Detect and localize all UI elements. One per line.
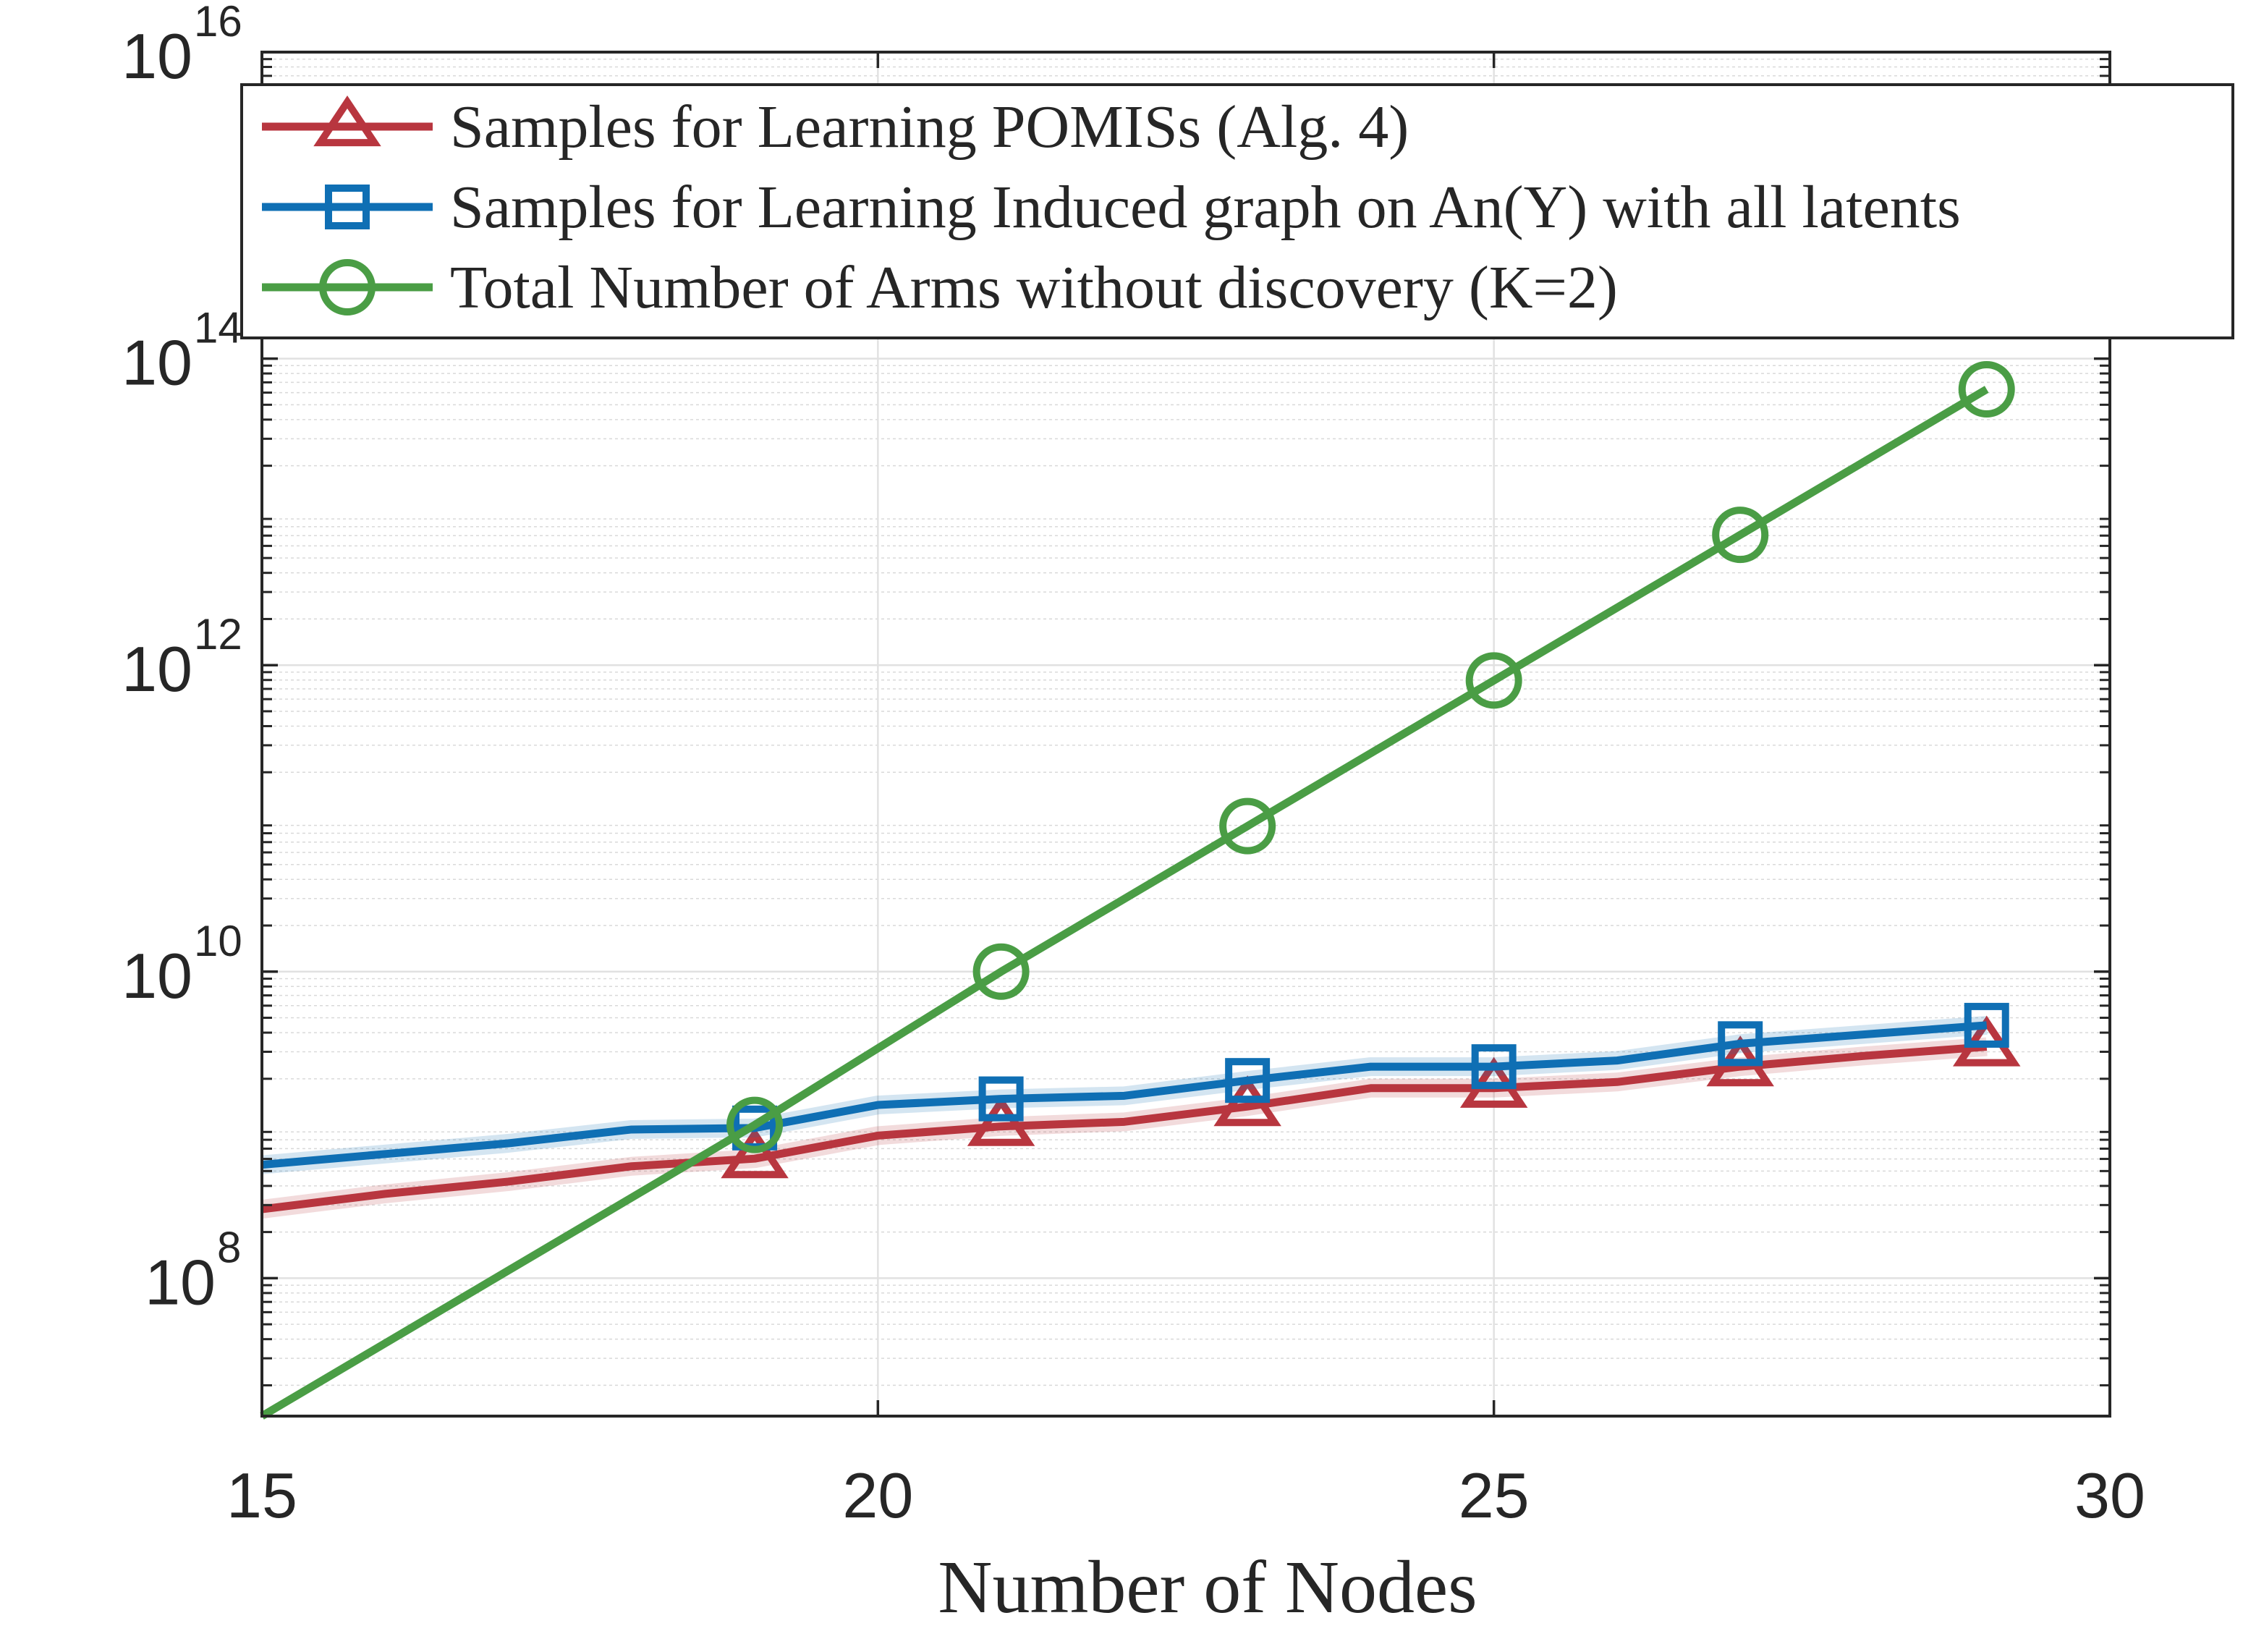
x-tick-labels: 15 20 25 30 — [226, 1460, 2145, 1531]
legend-item-3: Total Number of Arms without discovery (… — [262, 254, 1618, 321]
data-point-triangle — [721, 1127, 789, 1179]
y-tick-label: 10 8 — [145, 1223, 241, 1318]
series-line — [260, 386, 1989, 1420]
y-tick-label: 10 10 — [122, 917, 242, 1012]
data-point-square — [1718, 1021, 1763, 1067]
legend-label: Total Number of Arms without discovery (… — [450, 254, 1618, 321]
x-tick-label: 20 — [842, 1460, 913, 1531]
y-tick-base: 10 — [122, 327, 192, 399]
data-point-triangle — [967, 1095, 1035, 1146]
y-tick-exponent: 10 — [194, 917, 242, 965]
y-tick-exponent: 12 — [194, 610, 242, 658]
series-layer — [260, 360, 2021, 1420]
data-point-square — [1225, 1058, 1271, 1104]
x-tick-label: 30 — [2074, 1460, 2145, 1531]
series-2 — [260, 1002, 2009, 1174]
data-point-circle — [972, 943, 1030, 1000]
plot-frame — [260, 51, 2111, 1418]
y-tick-base: 10 — [145, 1246, 216, 1318]
legend-box — [240, 83, 2234, 339]
y-tick-label: 10 12 — [122, 610, 242, 705]
data-point-square — [1471, 1044, 1517, 1090]
legend: Samples for Learning POMISs (Alg. 4) Samp… — [240, 83, 2234, 339]
y-tick-base: 10 — [122, 633, 192, 705]
legend-label: Samples for Learning POMISs (Alg. 4) — [450, 93, 1409, 161]
x-tick-label: 25 — [1459, 1460, 1530, 1531]
data-point-circle — [726, 1096, 784, 1153]
legend-marker-triangle — [313, 95, 381, 147]
legend-item-1: Samples for Learning POMISs (Alg. 4) — [262, 93, 1409, 161]
data-point-circle — [1712, 507, 1769, 564]
y-tick-label: 10 14 — [122, 304, 242, 399]
y-tick-exponent: 8 — [217, 1223, 241, 1271]
series-line — [261, 1021, 1988, 1169]
data-point-circle — [1465, 652, 1522, 709]
y-tick-label: 10 16 — [122, 0, 242, 92]
legend-item-2: Samples for Learning Induced graph on An… — [262, 174, 1961, 241]
data-point-square — [978, 1076, 1024, 1122]
data-point-circle — [1958, 360, 2015, 418]
legend-marker-circle — [319, 259, 376, 315]
y-tick-base: 10 — [122, 20, 192, 92]
y-tick-exponent: 14 — [194, 304, 242, 352]
series-line — [261, 1043, 1988, 1213]
x-axis-label: Number of Nodes — [938, 1546, 1477, 1629]
series-3 — [260, 360, 2015, 1420]
data-point-circle — [1219, 797, 1276, 855]
legend-marker-square — [325, 185, 370, 229]
y-tick-base: 10 — [122, 940, 192, 1012]
x-tick-label: 15 — [226, 1460, 297, 1531]
legend-label: Samples for Learning Induced graph on An… — [450, 174, 1961, 241]
y-tick-exponent: 16 — [194, 0, 242, 46]
data-point-square — [1964, 1002, 2009, 1048]
